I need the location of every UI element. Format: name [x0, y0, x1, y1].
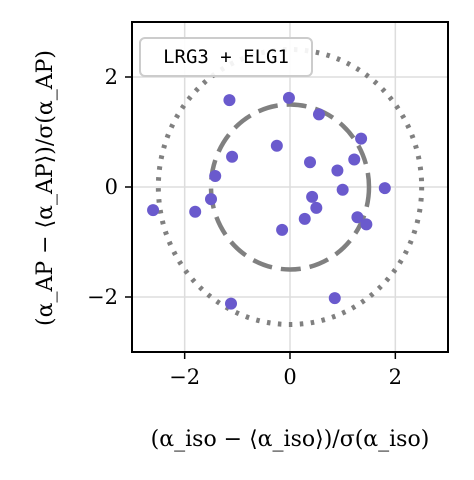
y-tick-label: 0: [105, 175, 118, 199]
data-point: [205, 193, 217, 206]
y-tick-label: −2: [87, 285, 118, 309]
data-point: [223, 94, 236, 107]
dotted-circle: [155, 47, 425, 327]
x-tick-label: −2: [169, 365, 200, 389]
data-point: [331, 164, 344, 177]
y-tick-label: 2: [105, 65, 118, 89]
data-point: [355, 132, 368, 145]
data-point: [225, 297, 238, 310]
data-point: [360, 218, 373, 231]
data-point: [312, 108, 325, 121]
reference-circles: [155, 47, 425, 327]
data-points: [147, 91, 391, 310]
data-point: [306, 190, 319, 203]
data-point: [304, 156, 317, 169]
data-point: [378, 182, 391, 195]
x-tick-label: 2: [389, 365, 402, 389]
legend-frame: [139, 37, 313, 77]
data-point: [270, 139, 283, 152]
x-axis-label: (α_iso − ⟨α_iso⟩)/σ(α_iso): [151, 427, 430, 452]
legend-label: LRG3 + ELG1: [163, 46, 289, 68]
axis-ticks: −2 0 2 −2 0 2: [87, 65, 402, 389]
data-point: [298, 212, 311, 225]
legend-box: LRG3 + ELG1: [139, 37, 313, 77]
data-point: [282, 91, 295, 104]
data-point: [226, 150, 239, 163]
data-point: [336, 183, 349, 196]
data-point: [310, 201, 323, 214]
dashed-circle: [208, 102, 372, 272]
x-tick-label: 0: [283, 365, 296, 389]
data-point: [328, 292, 341, 305]
data-point: [276, 223, 289, 236]
data-point: [209, 170, 222, 182]
data-point: [351, 211, 364, 224]
data-point: [348, 153, 361, 166]
data-point: [189, 205, 202, 218]
y-axis-label: (α_AP − ⟨α_AP⟩)/σ(α_AP): [33, 50, 58, 326]
data-point: [147, 204, 160, 217]
